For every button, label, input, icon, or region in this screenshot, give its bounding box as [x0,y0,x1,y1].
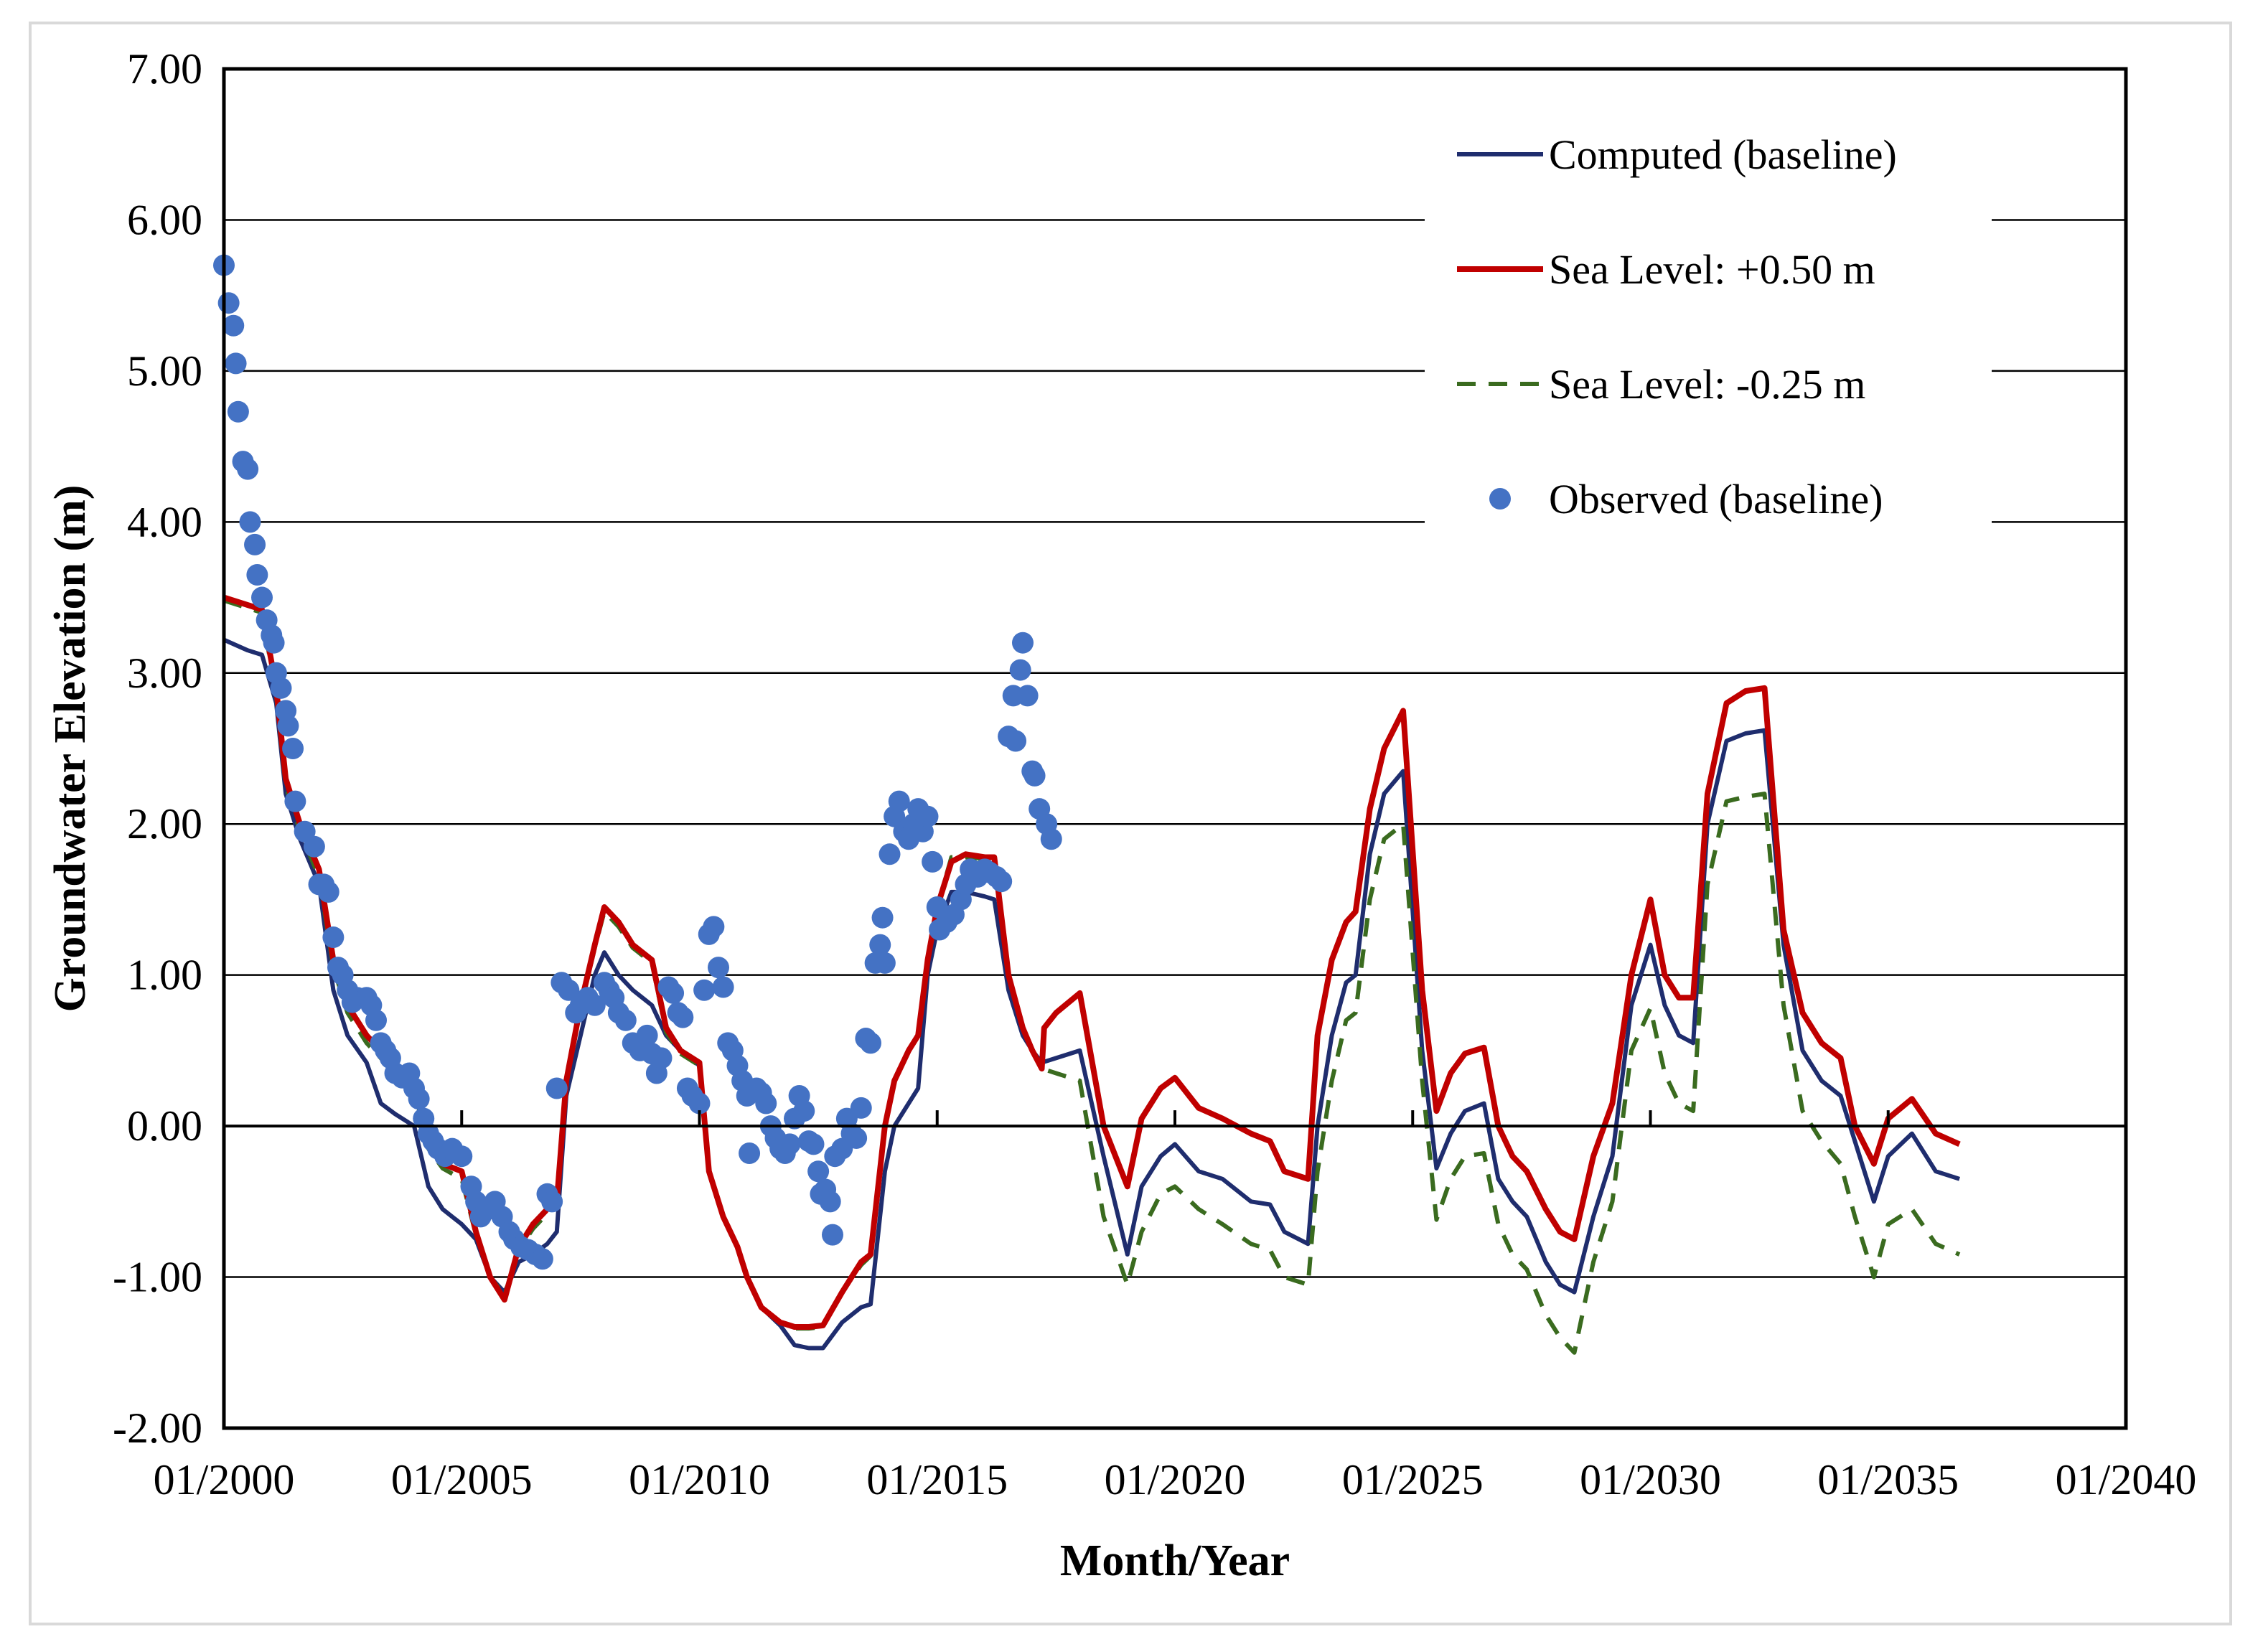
observed-point [793,1100,815,1122]
observed-point [807,1160,830,1183]
observed-point [650,1047,673,1069]
observed-point [284,790,306,812]
y-tick-label: 7.00 [127,45,202,93]
observed-point [1005,730,1027,752]
observed-point [244,533,266,555]
y-tick-label: -1.00 [113,1254,202,1301]
observed-point [990,870,1013,893]
observed-point [672,1006,694,1028]
x-tick-label: 01/2025 [1342,1456,1484,1503]
observed-point [545,1077,568,1099]
observed-point [237,458,259,480]
observed-point [703,916,725,938]
observed-point [888,790,910,812]
observed-point [662,982,685,1004]
observed-point [558,979,580,1001]
y-axis-label: Groundwater Elevation (m) [46,485,95,1013]
x-axis-ticks: 01/2000 01/2005 01/2010 01/2015 01/2020 01/20… [154,1110,2197,1503]
observed-point [822,1224,843,1246]
x-tick-label: 01/2000 [154,1456,295,1503]
observed-point [251,586,273,609]
observed-point [541,1191,563,1213]
observed-point [227,400,249,423]
x-tick-label: 01/2015 [866,1456,1008,1503]
observed-point [819,1191,841,1213]
series-markers-3 [213,254,1062,1270]
legend: Computed (baseline) Sea Level: +0.50 m Sea… [1425,79,1992,538]
observed-point [365,1009,387,1031]
observed-point [225,352,247,375]
observed-point [879,843,901,865]
observed-point [755,1092,777,1114]
observed-point [922,850,944,873]
observed-point [322,926,345,949]
observed-point [317,881,339,903]
series-line-1 [222,594,1961,1330]
observed-point [282,738,304,759]
observed-point [636,1024,658,1046]
observed-point [1009,659,1031,681]
observed-point [408,1088,430,1110]
observed-point [451,1145,473,1168]
y-tick-label: 1.00 [127,952,202,999]
observed-point [1016,685,1039,707]
observed-point [850,1097,872,1119]
observed-point [869,934,891,956]
observed-point [871,906,894,929]
x-tick-label: 01/2005 [391,1456,533,1503]
legend-label: Observed (baseline) [1549,476,1883,522]
legend-marker [1489,488,1511,510]
legend-label: Computed (baseline) [1549,131,1897,178]
y-tick-label: 4.00 [127,498,202,545]
observed-point [917,805,939,827]
observed-point [277,715,299,737]
observed-point [246,563,268,586]
legend-label: Sea Level: -0.25 m [1549,361,1865,408]
observed-point [263,632,285,654]
x-tick-label: 01/2030 [1580,1456,1721,1503]
y-tick-label: 5.00 [127,347,202,395]
observed-point [584,994,606,1016]
observed-point [531,1248,553,1270]
x-tick-label: 01/2040 [2056,1456,2197,1503]
observed-point [708,957,729,979]
observed-point [1012,632,1034,654]
observed-point [693,979,716,1001]
observed-point [1040,828,1062,850]
legend-label: Sea Level: +0.50 m [1549,246,1875,293]
observed-point [860,1032,881,1054]
observed-point [712,976,734,998]
x-tick-label: 01/2010 [629,1456,770,1503]
observed-point [739,1142,761,1164]
observed-point [845,1127,868,1149]
y-tick-label: 2.00 [127,800,202,848]
plot-area-border [222,67,2128,1430]
x-tick-label: 01/2035 [1817,1456,1959,1503]
observed-point [303,835,325,858]
observed-point [270,677,292,699]
observed-point [688,1092,711,1114]
x-axis-label: Month/Year [1060,1536,1290,1585]
observed-point [222,314,245,337]
x-tick-label: 01/2020 [1105,1456,1246,1503]
observed-point [779,1133,801,1155]
y-tick-label: 3.00 [127,649,202,697]
observed-point [239,511,261,533]
y-axis-ticks: -2.00 -1.00 0.00 1.00 2.00 3.00 4.00 5.00 6.00 7.… [113,45,202,1452]
observed-point [802,1133,825,1155]
y-tick-label: 0.00 [127,1102,202,1150]
observed-point [873,952,896,974]
series-layer [213,254,1961,1355]
observed-point [1023,764,1046,787]
y-tick-label: 6.00 [127,196,202,243]
observed-point [217,292,240,314]
observed-point [614,1009,637,1031]
y-tick-label: -2.00 [113,1404,202,1452]
